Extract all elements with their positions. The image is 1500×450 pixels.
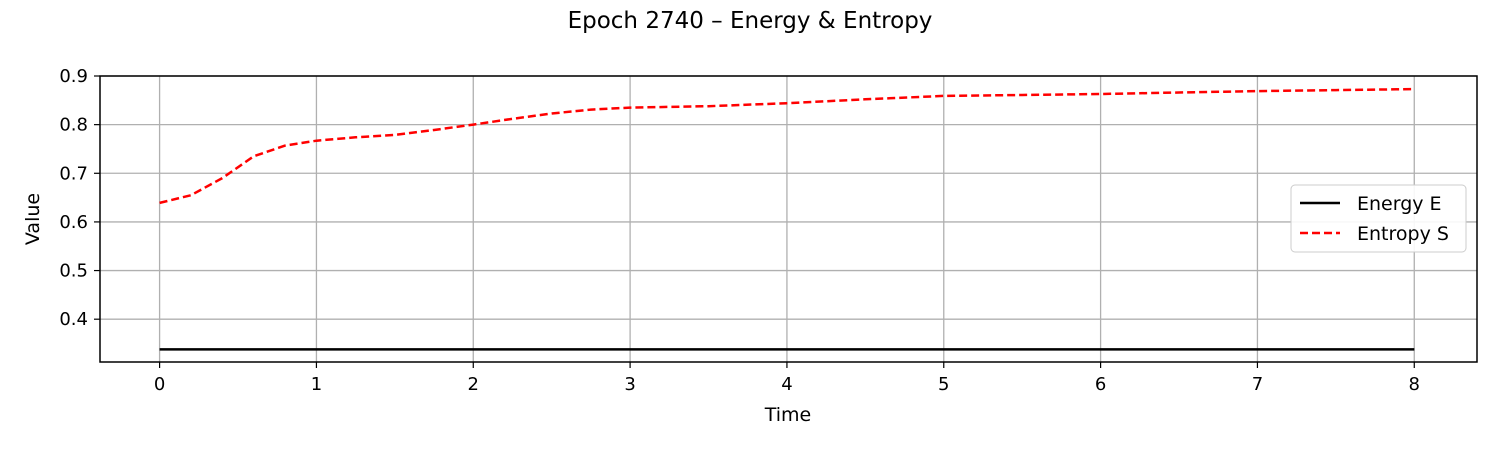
x-tick-label: 1 [311, 374, 322, 395]
series-group [159, 87, 1415, 351]
grid [100, 75, 1477, 362]
x-tick-label: 5 [938, 374, 949, 395]
legend: Energy E Entropy S [1290, 184, 1467, 253]
plot-frame [99, 75, 1478, 363]
x-tick-label: 8 [1409, 374, 1420, 395]
x-axis-label: Time [764, 404, 812, 426]
y-axis-label: Value [22, 193, 44, 245]
y-tick-label: 0.7 [59, 163, 88, 184]
x-tick-label: 3 [624, 374, 635, 395]
legend-label-energy: Energy E [1357, 193, 1442, 215]
x-tick-label: 0 [154, 374, 165, 395]
x-tick-label: 7 [1252, 374, 1263, 395]
y-tick-label: 0.4 [59, 309, 88, 330]
x-tick-label: 2 [468, 374, 479, 395]
series-line-entropy-s [159, 87, 1415, 205]
legend-label-entropy: Entropy S [1357, 223, 1449, 245]
y-tick-label: 0.8 [59, 115, 88, 136]
x-tick-label: 6 [1095, 374, 1106, 395]
chart-title: Epoch 2740 – Energy & Entropy [568, 8, 933, 34]
y-tick-label: 0.6 [59, 212, 88, 233]
x-tick-label: 4 [781, 374, 792, 395]
y-tick-label: 0.5 [59, 261, 88, 282]
ticks: 0 1 2 3 4 5 6 7 8 0.4 0.5 0.6 0.7 0.8 0.9 [59, 66, 1420, 395]
y-tick-label: 0.9 [59, 66, 88, 87]
